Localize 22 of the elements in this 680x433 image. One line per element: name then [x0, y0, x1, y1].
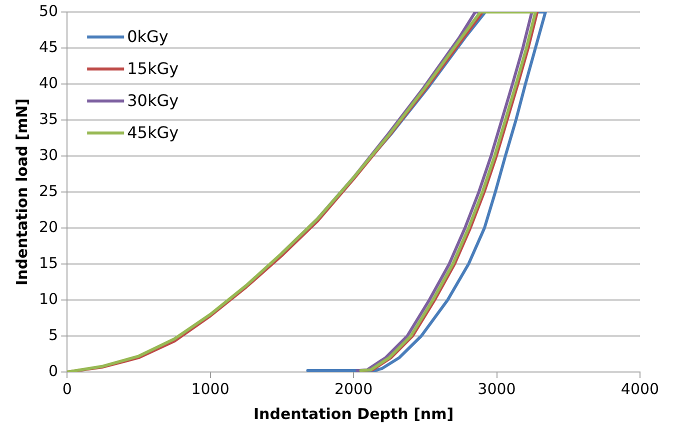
legend-label: 45kGy [127, 123, 179, 142]
x-tick-label: 1000 [191, 380, 230, 398]
x-tick-label: 3000 [478, 380, 516, 398]
y-tick-label: 45 [38, 38, 58, 56]
legend-label: 15kGy [127, 59, 179, 78]
y-tick-label: 50 [38, 2, 58, 20]
y-tick-label: 5 [48, 326, 58, 344]
legend-label: 30kGy [127, 91, 179, 110]
y-tick-label: 10 [38, 290, 58, 308]
x-tick-label: 4000 [620, 380, 660, 398]
y-tick-label: 40 [38, 74, 58, 92]
x-tick-label: 0 [62, 380, 72, 398]
y-tick-label: 0 [48, 362, 58, 380]
x-axis-title: Indentation Depth [nm] [253, 404, 454, 423]
y-tick-label: 15 [38, 254, 58, 272]
y-tick-label: 25 [38, 182, 58, 200]
y-axis-title: Indentation load [mN] [12, 98, 31, 286]
y-tick-label: 20 [38, 218, 58, 236]
legend-label: 0kGy [127, 27, 168, 46]
y-tick-label: 35 [38, 110, 58, 128]
x-tick-label: 2000 [334, 380, 373, 398]
y-tick-label: 30 [38, 146, 58, 164]
